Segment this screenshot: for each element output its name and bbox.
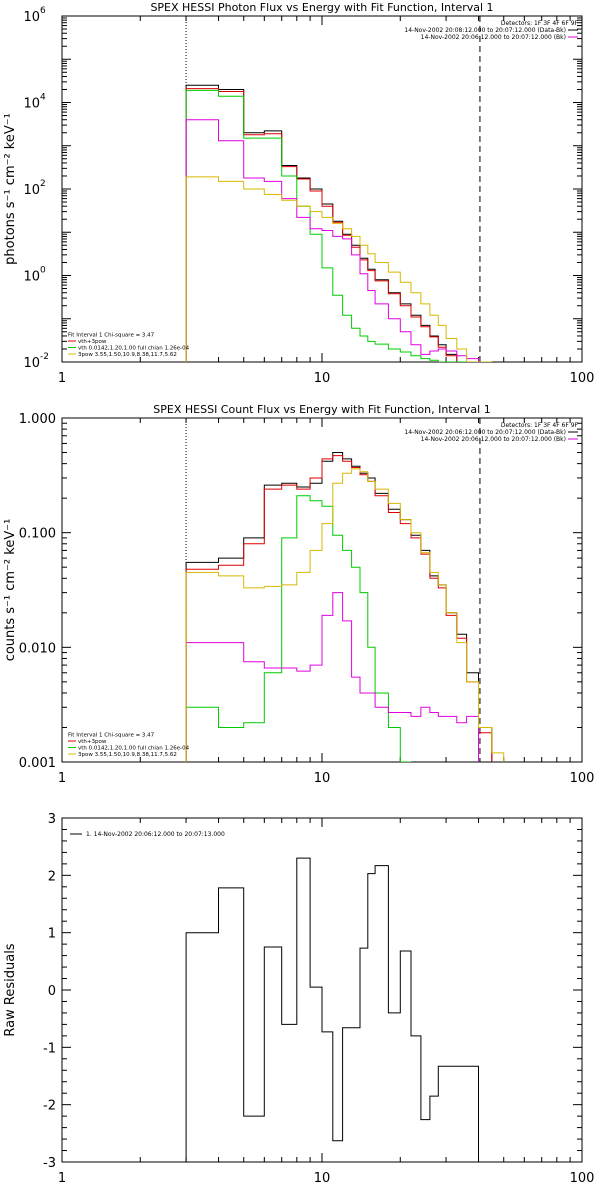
x-tick-label: 1 <box>58 771 66 786</box>
legend-entry: 1. 14-Nov-2002 20:06:12.000 to 20:07:13.… <box>86 831 225 838</box>
series-line-2 <box>185 88 492 362</box>
panel-2: SPEX HESSI Count Flux vs Energy with Fit… <box>3 403 594 786</box>
y-tick-exponent: 4 <box>40 93 46 103</box>
y-tick-label: -2 <box>43 1099 56 1114</box>
legend-entry: vth 0.0142,1.20,1.00 full chian 1.26e-04 <box>78 746 190 752</box>
y-axis-label: Raw Residuals <box>3 943 18 1036</box>
series-line-4 <box>185 119 479 362</box>
y-tick-label: 1 <box>48 927 56 942</box>
legend-entry: 3pow 3.55,1.50,10.9,8.38,11.7,5.62 <box>78 752 177 758</box>
legend-entry: 14-Nov-2002 20:06:12.000 to 20:07:12.000… <box>421 34 566 41</box>
y-tick-label: 0 <box>48 984 56 999</box>
x-tick-label: 100 <box>570 1171 595 1186</box>
legend-entry: Fit Interval 1 Chi-square = 3.47 <box>68 333 155 339</box>
y-tick-exponent: 2 <box>40 179 46 189</box>
series-line-3 <box>185 495 411 762</box>
y-tick-exponent: 0 <box>40 266 46 276</box>
y-tick-label: 2 <box>48 869 56 884</box>
series-line-5 <box>185 468 505 762</box>
y-tick-label: 0.010 <box>19 641 56 656</box>
y-tick-label: 10 <box>23 97 40 112</box>
panel-1: SPEX HESSI Photon Flux vs Energy with Fi… <box>3 1 594 386</box>
x-tick-label: 100 <box>570 371 595 386</box>
y-tick-label: -3 <box>43 1156 56 1171</box>
x-tick-label: 10 <box>314 771 331 786</box>
y-tick-label: 10 <box>23 10 40 25</box>
y-tick-exponent: 6 <box>40 6 46 16</box>
y-tick-label: -1 <box>43 1041 56 1056</box>
y-tick-exponent: -2 <box>40 352 49 362</box>
legend-entry: 14-Nov-2002 20:08:12.000 to 20:07:12.000… <box>404 27 566 34</box>
legend-entry: Detectors: 1F 3F 4F 6F 9F <box>501 422 579 429</box>
y-tick-label: 0.001 <box>19 756 56 771</box>
x-tick-label: 10 <box>314 371 331 386</box>
legend-entry: Detectors: 1F 3F 4F 6F 9F <box>501 20 579 27</box>
y-tick-label: 10 <box>23 270 40 285</box>
series-line-1 <box>185 857 479 1162</box>
legend-entry: vth+3pow <box>78 339 107 345</box>
data-layer <box>185 418 505 762</box>
legend-entry: Fit Interval 1 Chi-square = 3.47 <box>68 733 155 739</box>
legend-entry: 14-Nov-2002 20:06:12.000 to 20:07:12.000… <box>421 436 566 443</box>
chart-title: SPEX HESSI Count Flux vs Energy with Fit… <box>153 403 490 416</box>
y-tick-label: 10 <box>23 356 40 371</box>
y-tick-label: 10 <box>23 183 40 198</box>
y-tick-label: 0.100 <box>19 527 56 542</box>
chart-title: SPEX HESSI Photon Flux vs Energy with Fi… <box>150 1 493 14</box>
series-line-5 <box>185 176 492 362</box>
x-tick-label: 100 <box>570 771 595 786</box>
y-axis-label: counts s⁻¹ cm⁻² keV⁻¹ <box>3 519 18 662</box>
legend-entry: vth+3pow <box>78 739 107 745</box>
x-tick-label: 1 <box>58 371 66 386</box>
data-layer <box>185 16 492 362</box>
y-tick-label: 1.000 <box>19 412 56 427</box>
legend-entry: 14-Nov-2002 20:06:12.000 to 20:07:12.000… <box>404 429 566 436</box>
x-tick-label: 10 <box>314 1171 331 1186</box>
x-tick-label: 1 <box>58 1171 66 1186</box>
data-layer <box>185 857 479 1162</box>
y-axis-label: photons s⁻¹ cm⁻² keV⁻¹ <box>3 113 18 265</box>
legend-entry: 3pow 3.55,1.50,10.9,8.38,11.7,5.62 <box>78 352 177 358</box>
y-tick-label: 3 <box>48 812 56 827</box>
series-line-3 <box>185 89 492 362</box>
legend-entry: vth 0.0142,1.20,1.00 full chian 1.26e-04 <box>78 346 190 352</box>
series-line-4 <box>185 592 479 762</box>
